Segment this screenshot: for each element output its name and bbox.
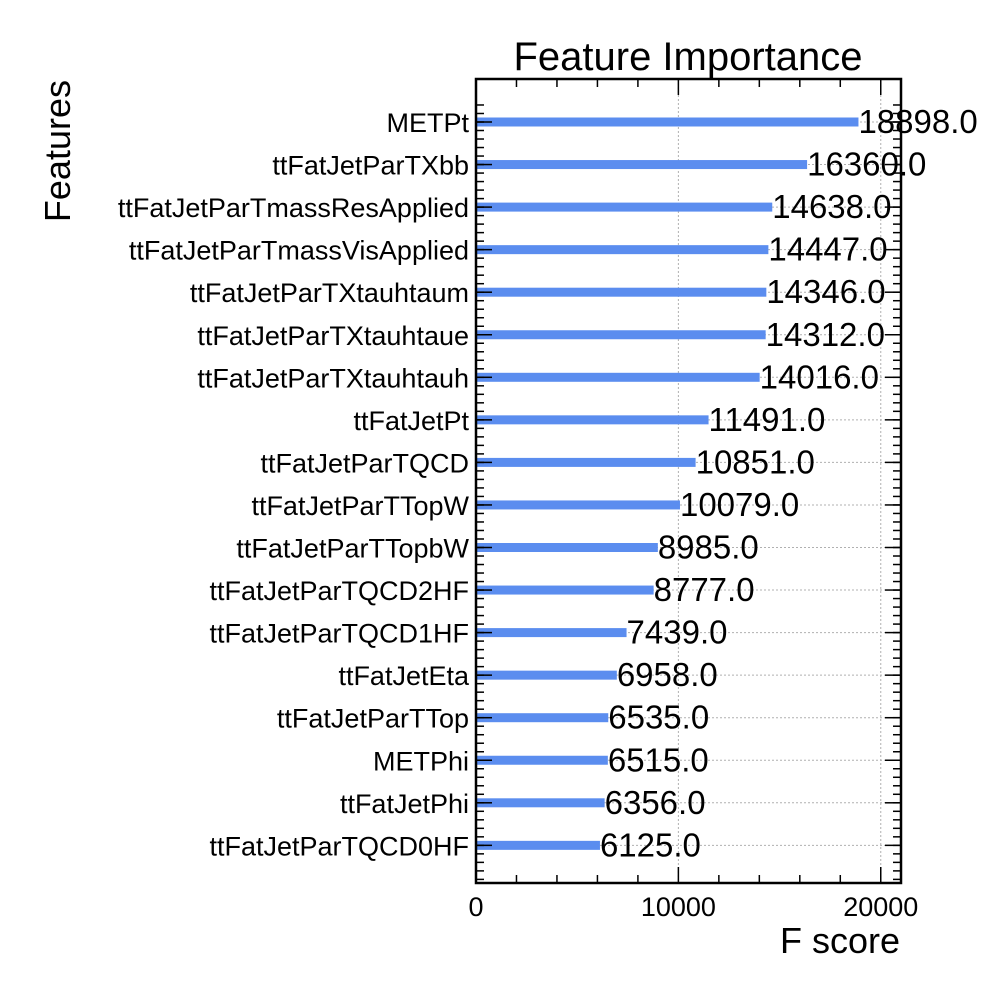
bar [476, 755, 608, 765]
value-label: 6515.0 [608, 741, 709, 778]
bar [476, 840, 600, 850]
y-tick-label: ttFatJetParTQCD [260, 448, 469, 478]
value-label: 10851.0 [696, 443, 815, 480]
y-tick-label: ttFatJetParTXtauhtaue [197, 321, 469, 351]
y-tick-label: METPhi [373, 746, 469, 776]
value-label: 6356.0 [605, 784, 706, 821]
bar [476, 713, 609, 723]
bar [476, 500, 680, 510]
y-tick-label: ttFatJetParTQCD2HF [209, 576, 469, 606]
x-axis-label: F score [780, 920, 900, 961]
label-layer: 18898.0 METPt 16360.0 ttFatJetParTXbb 14638.… [118, 103, 978, 922]
y-tick-label: ttFatJetParTTop [277, 704, 469, 734]
value-label: 6958.0 [617, 656, 718, 693]
value-label: 6535.0 [608, 699, 709, 736]
value-label: 16360.0 [807, 146, 926, 183]
bar [476, 628, 627, 638]
value-label: 6125.0 [600, 826, 701, 863]
bar [476, 798, 605, 808]
plot-frame [474, 77, 903, 885]
bar [476, 670, 617, 680]
y-tick-label: ttFatJetParTXtauhtaum [190, 278, 469, 308]
value-label: 11491.0 [709, 401, 826, 438]
value-label: 10079.0 [680, 486, 799, 523]
y-tick-label: ttFatJetParTTopbW [236, 534, 469, 564]
bar [476, 160, 808, 170]
y-axis-label: Features [37, 80, 78, 222]
y-tick-label: ttFatJetPhi [340, 789, 469, 819]
bar [476, 117, 859, 127]
bar [476, 372, 760, 382]
value-label: 14346.0 [766, 273, 885, 310]
bar [476, 330, 766, 340]
bar [476, 415, 709, 425]
y-tick-label: ttFatJetParTXbb [272, 151, 469, 181]
tick-layer [475, 79, 901, 883]
y-tick-label: ttFatJetParTQCD0HF [209, 831, 469, 861]
y-tick-label: METPt [386, 108, 469, 138]
x-tick-label: 0 [468, 892, 483, 922]
value-label: 7439.0 [627, 614, 728, 651]
y-tick-label: ttFatJetParTmassResApplied [118, 193, 469, 223]
value-label: 18898.0 [858, 103, 977, 140]
value-label: 8777.0 [654, 571, 755, 608]
x-tick-label: 10000 [641, 892, 716, 922]
bar [476, 245, 769, 255]
y-tick-label: ttFatJetParTQCD1HF [209, 619, 469, 649]
bar-layer [476, 117, 859, 850]
x-tick-label: 20000 [843, 892, 918, 922]
chart-title: Feature Importance [513, 35, 862, 79]
bar [476, 585, 654, 595]
value-label: 14312.0 [766, 316, 885, 353]
y-tick-label: ttFatJetParTXtauhtauh [197, 363, 469, 393]
value-label: 14638.0 [772, 188, 891, 225]
y-tick-label: ttFatJetParTmassVisApplied [129, 236, 469, 266]
value-label: 14447.0 [768, 231, 887, 268]
y-tick-label: ttFatJetEta [338, 661, 470, 691]
y-tick-label: ttFatJetPt [353, 406, 469, 436]
bar [476, 457, 696, 467]
bar [476, 202, 773, 212]
value-label: 8985.0 [658, 529, 759, 566]
bar [476, 287, 767, 297]
bar [476, 543, 658, 552]
value-label: 14016.0 [760, 358, 879, 395]
y-tick-label: ttFatJetParTTopW [251, 491, 469, 521]
